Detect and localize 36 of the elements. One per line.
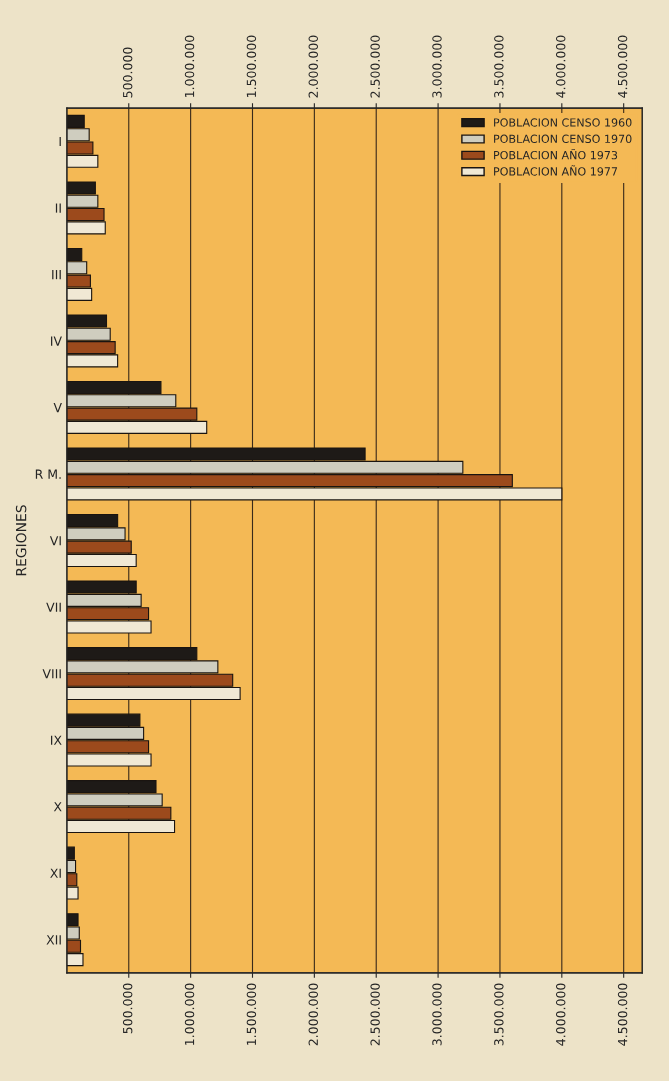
- x2-tick-label: 3.000.000: [432, 35, 442, 98]
- x-tick-label: 3.000.000: [432, 983, 442, 1046]
- x2-tick-label: 1.500.000: [246, 35, 257, 97]
- x-tick-label: 3.500.000: [494, 983, 504, 1046]
- x2-tick-label: 1.000.000: [184, 35, 195, 97]
- y-tick-label: III: [52, 270, 61, 280]
- legend-label: POBLACION AÑO 1977: [494, 165, 618, 176]
- x2-tick-label: 2.500.000: [370, 35, 380, 98]
- x-tick-label: 4.500.000: [617, 983, 628, 1046]
- y-tick-label: XI: [50, 868, 61, 878]
- y-tick-label: IV: [51, 336, 62, 346]
- y-tick-label: X: [53, 802, 62, 812]
- x-tick-label: 4.000.000: [555, 983, 566, 1046]
- x-tick-label: 2.500.000: [370, 983, 380, 1046]
- y-tick-label: II: [55, 203, 61, 213]
- x2-tick-label: 4.000.000: [555, 35, 566, 98]
- x2-tick-label: 4.500.000: [617, 35, 628, 98]
- x-tick-label: 1.500.000: [246, 983, 257, 1045]
- y-tick-label: V: [53, 403, 62, 413]
- y-tick-label: VI: [49, 536, 61, 546]
- x-tick-label: 500.000: [122, 983, 133, 1034]
- legend-label: POBLACION CENSO 1970: [494, 134, 632, 144]
- y-tick-label: I: [59, 137, 61, 147]
- x2-tick-label: 2.000.000: [308, 35, 318, 98]
- y-axis-title: REGIONES: [15, 505, 27, 576]
- legend-label: POBLACION AÑO 1973: [494, 148, 618, 160]
- y-tick-label: VII: [46, 602, 61, 612]
- y-tick-label: VIII: [42, 669, 61, 679]
- y-tick-label: XII: [46, 935, 61, 945]
- x-tick-label: 1.000.000: [184, 983, 195, 1045]
- y-tick-label: IX: [51, 735, 62, 745]
- x2-tick-label: 500.000: [122, 47, 133, 98]
- y-tick-label: R M.: [35, 469, 61, 479]
- x-tick-label: 2.000.000: [308, 983, 318, 1046]
- legend-label: POBLACION CENSO 1960: [494, 118, 632, 127]
- x2-tick-label: 3.500.000: [494, 35, 504, 98]
